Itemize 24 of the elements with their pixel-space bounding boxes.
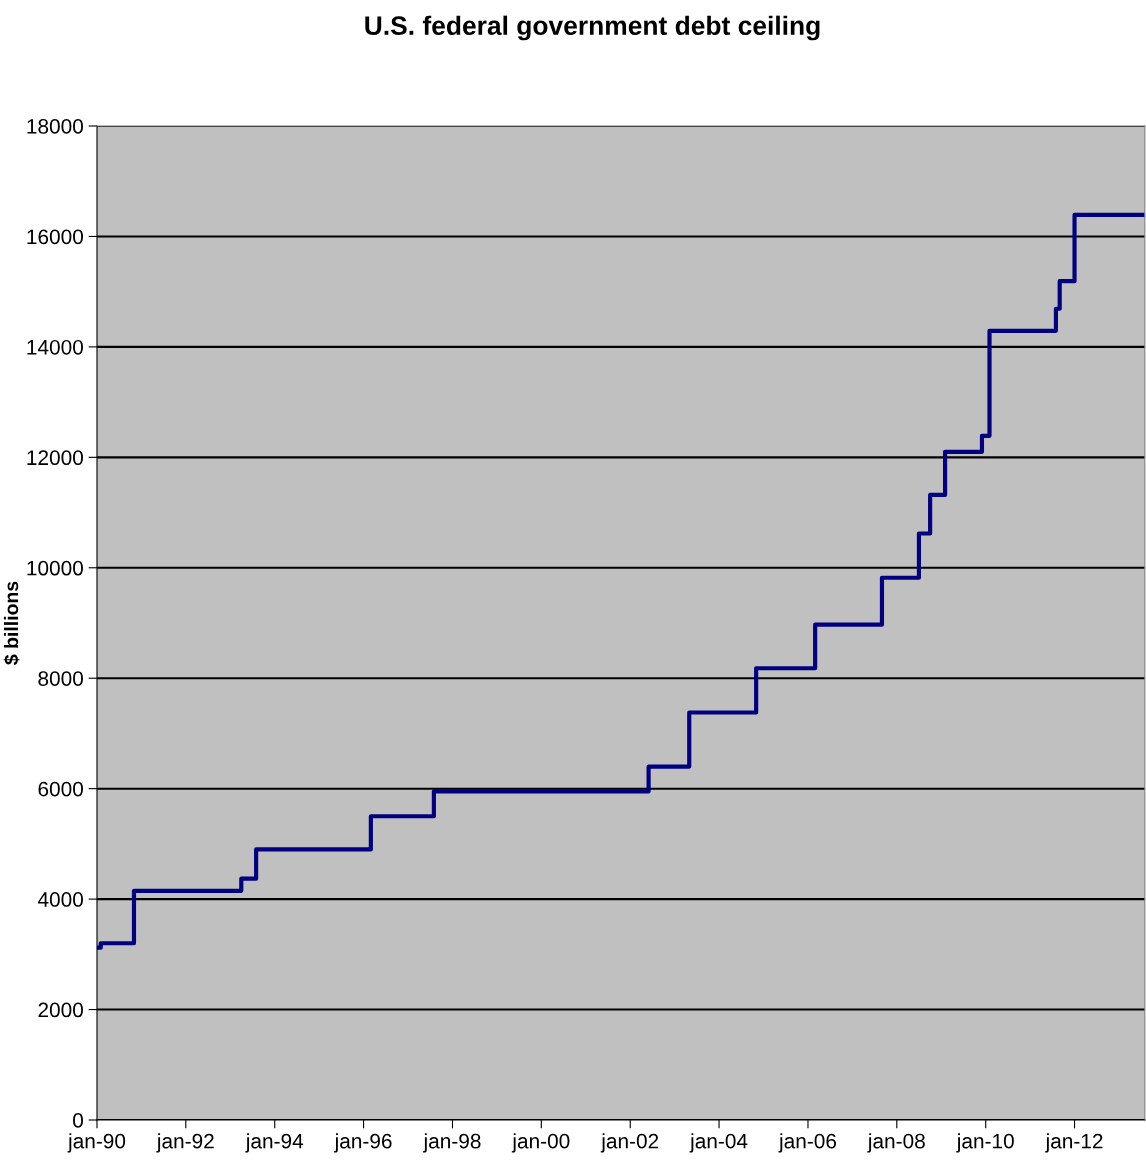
- y-tick-label: 6000: [38, 781, 83, 797]
- x-tick-label: jan-04: [689, 1133, 748, 1153]
- y-tick-label: 2000: [38, 1002, 83, 1018]
- x-tick-label: jan-00: [511, 1133, 570, 1153]
- x-tick-label: jan-94: [245, 1133, 304, 1153]
- x-tick-label: jan-96: [334, 1133, 392, 1153]
- chart-title: U.S. federal government debt ceiling: [365, 15, 820, 41]
- y-axis-title: $ billions: [3, 581, 20, 665]
- x-tick-label: jan-12: [1045, 1133, 1103, 1153]
- x-tick-label: jan-90: [67, 1133, 126, 1153]
- x-tick-label: jan-06: [778, 1133, 837, 1153]
- x-tick-label: jan-98: [423, 1133, 481, 1153]
- x-tick-label: jan-02: [600, 1133, 659, 1153]
- y-tick-label: 18000: [27, 119, 83, 134]
- y-tick-label: 8000: [38, 671, 83, 686]
- x-tick-label: jan-08: [867, 1133, 925, 1153]
- y-tick-label: 14000: [27, 339, 83, 355]
- y-tick-label: 16000: [27, 229, 83, 245]
- y-tick-label: 0: [73, 1113, 83, 1128]
- y-tick-label: 12000: [27, 450, 83, 466]
- x-tick-label: jan-92: [156, 1133, 214, 1153]
- y-tick-label: 4000: [37, 892, 83, 907]
- y-tick-label: 10000: [27, 560, 83, 576]
- x-tick-label: jan-10: [956, 1133, 1014, 1153]
